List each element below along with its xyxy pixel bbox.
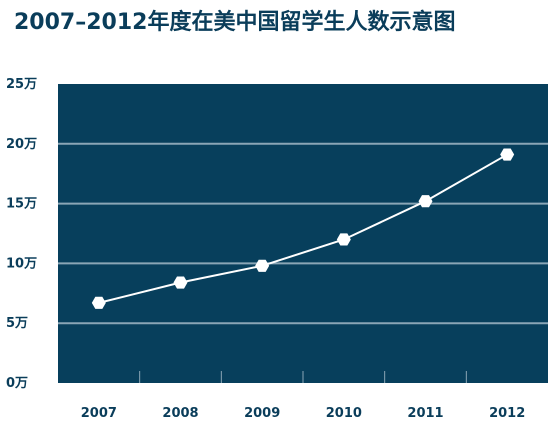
data-point (418, 195, 433, 208)
data-point (173, 276, 188, 289)
grid-lines (58, 142, 548, 325)
y-tick-label: 0万 (6, 376, 28, 391)
x-tick-label: 2012 (489, 406, 525, 421)
y-tick-label: 5万 (6, 316, 28, 331)
series-line (98, 153, 508, 304)
y-tick-label: 10万 (6, 256, 37, 271)
data-point (255, 259, 270, 272)
x-tick-label: 2010 (326, 406, 362, 421)
data-point (91, 296, 106, 309)
data-point (500, 148, 515, 161)
x-tick-label: 2008 (162, 406, 198, 421)
plot-area (58, 84, 548, 383)
x-tick-label: 2011 (407, 406, 443, 421)
x-tick-label: 2009 (244, 406, 280, 421)
x-tick-label: 2007 (81, 406, 117, 421)
data-point (336, 233, 351, 246)
chart-title: 2007–2012年度在美中国留学生人数示意图 (14, 10, 456, 35)
y-tick-label: 25万 (6, 77, 37, 92)
y-tick-label: 20万 (6, 137, 37, 152)
x-tick-marks (139, 371, 467, 383)
y-tick-labels: 0万 5万 10万 15万 20万 25万 (6, 77, 37, 391)
series-layer (91, 148, 515, 309)
x-tick-labels: 2007 2008 2009 2010 2011 2012 (81, 406, 526, 421)
y-tick-label: 15万 (6, 197, 37, 212)
